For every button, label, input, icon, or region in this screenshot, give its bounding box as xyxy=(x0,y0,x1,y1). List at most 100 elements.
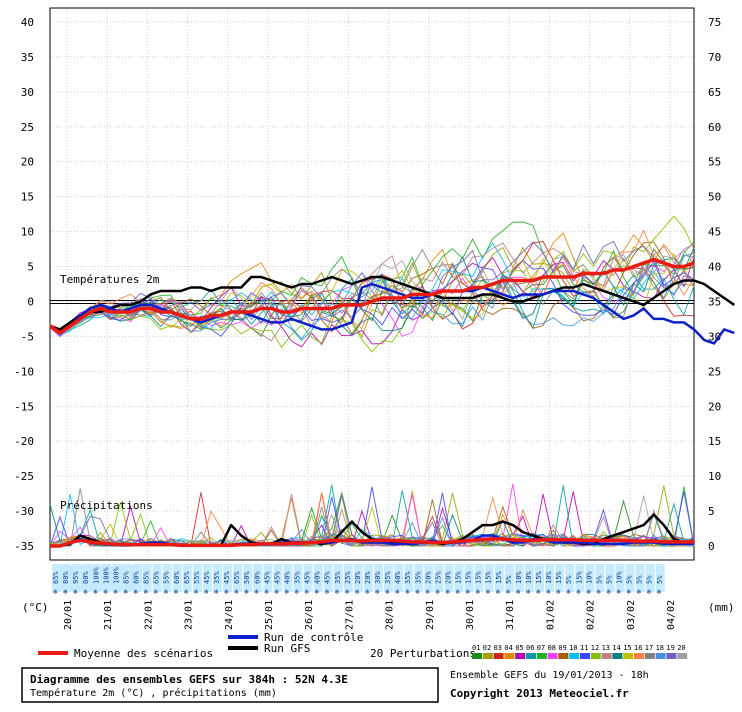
snowflake-icon: ❄ xyxy=(365,588,369,596)
snow-cell xyxy=(263,564,273,592)
copyright-line: Copyright 2013 Meteociel.fr xyxy=(450,687,629,700)
y-right-tick: 40 xyxy=(708,261,721,274)
snowflake-icon: ❄ xyxy=(244,588,248,596)
snow-pct-label: 5% xyxy=(656,575,664,584)
snow-pct-label: 100% xyxy=(102,566,110,584)
y-right-tick: 75 xyxy=(708,16,721,29)
snow-cell xyxy=(555,564,565,592)
snow-pct-label: 5% xyxy=(595,575,603,584)
y-left-tick: -5 xyxy=(21,330,34,343)
y-left-tick: 5 xyxy=(27,261,34,274)
snowflake-icon: ❄ xyxy=(63,588,67,596)
x-tick-label: 26/01 xyxy=(304,600,315,630)
plot-border xyxy=(49,7,695,561)
perturbation-id-label: 19 xyxy=(666,644,674,652)
chart-subtitle: Température 2m (°C) , précipitations (mm… xyxy=(30,687,277,699)
snow-cell xyxy=(363,564,373,592)
snow-cell xyxy=(233,564,243,592)
snow-pct-label: 5% xyxy=(626,575,634,584)
perturbation-swatch xyxy=(677,653,688,659)
snowflake-icon: ❄ xyxy=(123,588,127,596)
snow-cell xyxy=(605,564,615,592)
snow-cell xyxy=(343,564,353,592)
snow-cell xyxy=(152,564,162,592)
snow-cell xyxy=(474,564,484,592)
snow-pct-label: 65% xyxy=(153,571,161,584)
snowflake-icon: ❄ xyxy=(596,588,600,596)
snowflake-icon: ❄ xyxy=(375,588,379,596)
snow-cell xyxy=(424,564,434,592)
precip-mean-line xyxy=(50,537,694,548)
snow-pct-label: 5% xyxy=(636,575,644,584)
snow-cell xyxy=(454,564,464,592)
snow-cell xyxy=(434,564,444,592)
y-left-tick: 25 xyxy=(21,121,34,134)
x-tick-label: 20/01 xyxy=(63,600,74,630)
snow-pct-label: 5% xyxy=(505,575,513,584)
snowflake-icon: ❄ xyxy=(134,588,138,596)
snowflake-icon: ❄ xyxy=(466,588,470,596)
snow-pct-label: 5% xyxy=(605,575,613,584)
snow-pct-label: 60% xyxy=(173,571,181,584)
y-axis-left: 40 35 30 25 20 15 10 5 0 -5 -10 -15 -20 -25 -30 -35 xyxy=(14,16,34,553)
y-right-unit: (mm) xyxy=(708,601,735,614)
snowflake-icon: ❄ xyxy=(576,588,580,596)
perturbation-temp-line xyxy=(49,272,695,342)
snow-pct-label: 45% xyxy=(203,571,211,584)
snowflake-icon: ❄ xyxy=(345,588,349,596)
snowflake-icon: ❄ xyxy=(405,588,409,596)
snow-pct-label: 10% xyxy=(585,571,593,584)
y-left-tick: -10 xyxy=(14,365,34,378)
snow-pct-label: 45% xyxy=(324,571,332,584)
legend-perturbations-label: 20 Perturbations xyxy=(370,647,476,660)
x-tick-label: 24/01 xyxy=(224,600,235,630)
perturbation-id-label: 01 xyxy=(472,644,480,652)
y-right-tick: 65 xyxy=(708,86,721,99)
temp-mean-line xyxy=(49,257,695,335)
perturbation-swatch xyxy=(526,653,536,659)
snow-cell xyxy=(293,564,303,592)
snow-pct-label: 40% xyxy=(394,571,402,584)
perturbation-temp-line xyxy=(49,215,695,353)
snow-cell xyxy=(545,564,555,592)
snow-pct-label: 45% xyxy=(263,571,271,584)
perturbation-temp-line xyxy=(49,247,695,337)
snowflake-icon: ❄ xyxy=(415,588,419,596)
y-right-tick: 60 xyxy=(708,121,721,134)
snow-cell xyxy=(162,564,172,592)
perturbation-swatch xyxy=(482,653,493,659)
y-right-tick: 25 xyxy=(708,365,721,378)
snow-pct-label: 80% xyxy=(82,571,90,584)
y-right-tick: 10 xyxy=(708,470,721,483)
precip-control-line xyxy=(50,534,694,548)
perturbation-id-label: 08 xyxy=(548,644,556,652)
snow-cell xyxy=(72,564,82,592)
perturbation-swatch xyxy=(580,653,590,659)
chart-title: Diagramme des ensembles GEFS sur 384h : … xyxy=(30,673,348,686)
x-tick-label: 22/01 xyxy=(143,600,154,630)
snow-pct-label: 35% xyxy=(414,571,422,584)
y-left-unit: (°C) xyxy=(22,601,49,614)
snow-pct-label: 25% xyxy=(344,571,352,584)
snow-pct-label: 5% xyxy=(646,575,654,584)
snow-cell xyxy=(655,564,665,592)
snowflake-icon: ❄ xyxy=(586,588,590,596)
y-right-tick: 5 xyxy=(708,505,715,518)
snow-pct-label: 35% xyxy=(384,571,392,584)
snow-pct-label: 35% xyxy=(334,571,342,584)
snowflake-icon: ❄ xyxy=(254,588,258,596)
perturbation-id-label: 13 xyxy=(602,644,610,652)
y-right-tick: 15 xyxy=(708,435,721,448)
y-right-tick: 55 xyxy=(708,156,721,169)
perturbation-id-label: 10 xyxy=(569,644,577,652)
perturbation-id-label: 15 xyxy=(623,644,631,652)
snowflake-icon: ❄ xyxy=(657,588,661,596)
snow-cell xyxy=(494,564,504,592)
snowflake-icon: ❄ xyxy=(526,588,530,596)
perturbation-swatch xyxy=(504,653,515,659)
snow-cell xyxy=(394,564,404,592)
snow-cell xyxy=(635,564,645,592)
perturbation-swatch xyxy=(666,653,677,659)
snow-pct-label: 40% xyxy=(314,571,322,584)
perturbation-temp-line xyxy=(49,249,695,335)
